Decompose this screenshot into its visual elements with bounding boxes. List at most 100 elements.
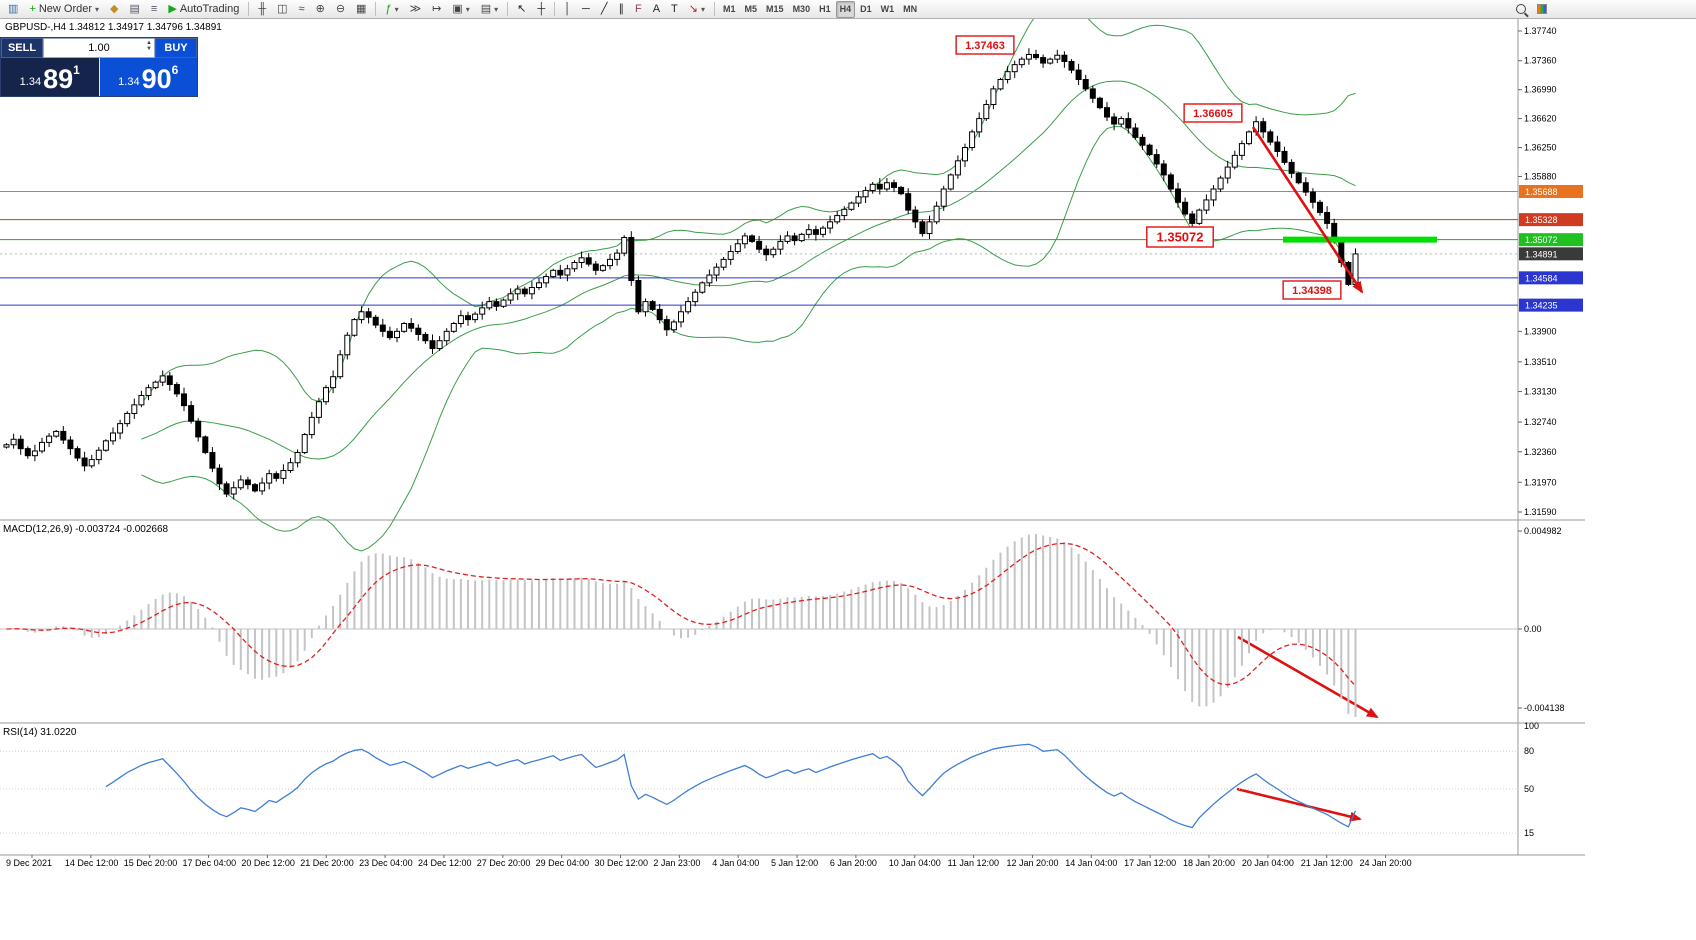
equidistant-channel-icon[interactable]: ∥ <box>613 0 629 18</box>
toolbar-separator <box>714 2 716 16</box>
timeframe-mn-button[interactable]: MN <box>903 4 918 14</box>
horizontal-line-icon[interactable]: ─ <box>577 0 595 18</box>
svg-text:1.35328: 1.35328 <box>1525 215 1558 225</box>
svg-text:11 Jan 12:00: 11 Jan 12:00 <box>948 858 999 868</box>
caret-down-icon: ▾ <box>394 4 399 14</box>
svg-text:1.31970: 1.31970 <box>1524 477 1557 487</box>
svg-text:1.36250: 1.36250 <box>1524 143 1557 153</box>
svg-text:0.00: 0.00 <box>1524 624 1542 634</box>
bid-price-wrap: 1.34 89 1 <box>1 58 99 96</box>
timeframe-m30-button[interactable]: M30 <box>792 4 811 14</box>
ask-big: 90 <box>141 64 172 94</box>
timeframe-m1-button[interactable]: M1 <box>723 4 736 14</box>
svg-text:1.35072: 1.35072 <box>1157 230 1204 245</box>
svg-text:1.36605: 1.36605 <box>1193 108 1233 120</box>
tile-windows-icon[interactable]: ▦ <box>351 0 371 18</box>
svg-text:30 Dec 12:00: 30 Dec 12:00 <box>595 858 649 868</box>
bid-big: 89 <box>43 64 74 94</box>
timeframe-d1-button[interactable]: D1 <box>860 4 872 14</box>
svg-text:1.33510: 1.33510 <box>1524 357 1557 367</box>
equidistant-channel-icon: ∥ <box>618 2 624 15</box>
buy-button[interactable]: BUY <box>155 38 197 58</box>
volume-value: 1.00 <box>88 42 110 54</box>
svg-text:0.004982: 0.004982 <box>1524 526 1562 536</box>
svg-text:100: 100 <box>1524 721 1539 731</box>
svg-text:6 Jan 20:00: 6 Jan 20:00 <box>830 858 877 868</box>
svg-text:1.37360: 1.37360 <box>1524 56 1557 66</box>
svg-text:1.35880: 1.35880 <box>1524 171 1557 181</box>
autotrading-button[interactable]: ▶ AutoTrading <box>163 0 244 18</box>
rsi-indicator-label: RSI(14) 31.0220 <box>3 727 77 738</box>
chart-shift-icon: ↦ <box>432 2 442 15</box>
line-chart-icon[interactable]: ≈ <box>294 0 310 18</box>
bar-chart-icon[interactable]: ╫ <box>253 0 271 18</box>
fibonacci-icon: F <box>634 2 642 15</box>
timeframe-m5-button[interactable]: M5 <box>744 4 758 14</box>
autotrading-button-label: AutoTrading <box>179 3 240 15</box>
ask-small: 1.34 <box>118 76 140 88</box>
expert-advisors-icon[interactable]: ◆ <box>105 0 123 18</box>
arrows-button[interactable]: ↘ ▾ <box>684 0 710 18</box>
svg-text:1.35688: 1.35688 <box>1525 187 1558 197</box>
svg-text:24 Jan 20:00: 24 Jan 20:00 <box>1360 858 1412 868</box>
ask-price[interactable]: 1.34 90 6 <box>98 58 198 96</box>
auto-scroll-icon: ≫ <box>409 2 422 15</box>
indicators-button[interactable]: ƒ ▾ <box>380 0 403 18</box>
data-window-icon[interactable] <box>1532 0 1552 18</box>
timeframe-w1-button[interactable]: W1 <box>880 4 895 14</box>
app-icon[interactable]: ▥ <box>3 0 23 18</box>
new-order-button-label: New Order <box>38 3 93 15</box>
auto-scroll-icon[interactable]: ≫ <box>405 0 427 18</box>
svg-text:23 Dec 04:00: 23 Dec 04:00 <box>359 858 413 868</box>
ask-sup: 6 <box>171 63 179 77</box>
zoom-in-icon[interactable]: ⊕ <box>311 0 330 18</box>
caret-down-icon: ▾ <box>701 4 706 14</box>
svg-text:29 Dec 04:00: 29 Dec 04:00 <box>536 858 590 868</box>
spinner-up-icon[interactable]: ▲ <box>146 40 152 46</box>
toolbar-separator <box>375 2 377 16</box>
macd-indicator-label: MACD(12,26,9) -0.003724 -0.002668 <box>3 524 169 535</box>
new-chart-icon: ▣ <box>452 2 463 15</box>
spinner-down-icon[interactable]: ▼ <box>146 46 152 52</box>
timeframe-h4-button[interactable]: H4 <box>835 0 856 18</box>
svg-text:5 Jan 12:00: 5 Jan 12:00 <box>771 858 818 868</box>
sell-button[interactable]: SELL <box>1 38 43 58</box>
volume-spinner[interactable]: ▲ ▼ <box>146 40 152 52</box>
text-label-icon[interactable]: T <box>666 0 683 18</box>
text-icon[interactable]: A <box>648 0 665 18</box>
fibonacci-icon[interactable]: F <box>630 0 647 18</box>
caret-down-icon: ▾ <box>95 4 100 14</box>
bid-price[interactable]: 1.34 89 1 <box>1 58 99 96</box>
ask-price-wrap: 1.34 90 6 <box>100 58 198 96</box>
timeframe-h1-button[interactable]: H1 <box>819 4 831 14</box>
chart-list-icon[interactable]: ▤ <box>125 0 145 18</box>
svg-text:20 Dec 12:00: 20 Dec 12:00 <box>241 858 295 868</box>
svg-text:1.37463: 1.37463 <box>965 40 1005 52</box>
svg-text:17 Jan 12:00: 17 Jan 12:00 <box>1124 858 1176 868</box>
crosshair-icon[interactable]: ┼ <box>532 0 550 18</box>
search-icon[interactable] <box>1511 0 1531 18</box>
chart-shift-icon[interactable]: ↦ <box>427 0 446 18</box>
new-chart-button[interactable]: ▣ ▾ <box>447 0 474 18</box>
scripts-icon[interactable]: ≡ <box>146 0 162 18</box>
new-order-button[interactable]: + New Order ▾ <box>24 0 104 18</box>
zoom-out-icon[interactable]: ⊖ <box>331 0 350 18</box>
svg-text:1.32740: 1.32740 <box>1524 417 1557 427</box>
volume-input[interactable]: 1.00 ▲ ▼ <box>43 38 155 58</box>
toolbar: ▥ + New Order ▾ ◆ ▤ ≡ ▶ AutoTrading ╫ ◫ ≈ ⊕ ⊖ ▦ ƒ ▾ ≫ ↦ ▣ ▾ ▤… <box>0 0 1696 19</box>
svg-text:80: 80 <box>1524 746 1534 756</box>
candlestick-chart-icon: ◫ <box>277 2 288 15</box>
trendline-icon[interactable]: ╱ <box>596 0 613 18</box>
timeframe-m15-button[interactable]: M15 <box>766 4 784 14</box>
svg-text:10 Jan 04:00: 10 Jan 04:00 <box>889 858 941 868</box>
profiles-button[interactable]: ▤ ▾ <box>476 0 503 18</box>
svg-text:1.31590: 1.31590 <box>1524 507 1557 517</box>
cursor-icon[interactable]: ↖ <box>512 0 531 18</box>
zoom-out-icon: ⊖ <box>335 2 346 15</box>
candlestick-chart-icon[interactable]: ◫ <box>272 0 292 18</box>
bar-chart-icon: ╫ <box>258 2 267 15</box>
vertical-line-icon[interactable]: │ <box>559 0 576 18</box>
data-window-icon <box>1537 4 1547 14</box>
caret-down-icon: ▾ <box>465 4 470 14</box>
